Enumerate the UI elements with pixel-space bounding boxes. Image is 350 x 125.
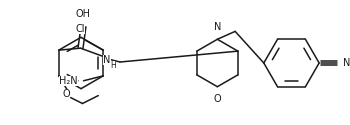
Text: H: H bbox=[110, 61, 116, 70]
Text: O: O bbox=[63, 89, 70, 99]
Text: N: N bbox=[214, 22, 221, 32]
Text: N: N bbox=[343, 58, 350, 68]
Text: Cl: Cl bbox=[76, 24, 85, 34]
Text: H₂N: H₂N bbox=[59, 76, 78, 86]
Text: N: N bbox=[103, 55, 111, 65]
Text: O: O bbox=[214, 94, 221, 104]
Text: OH: OH bbox=[76, 8, 91, 18]
